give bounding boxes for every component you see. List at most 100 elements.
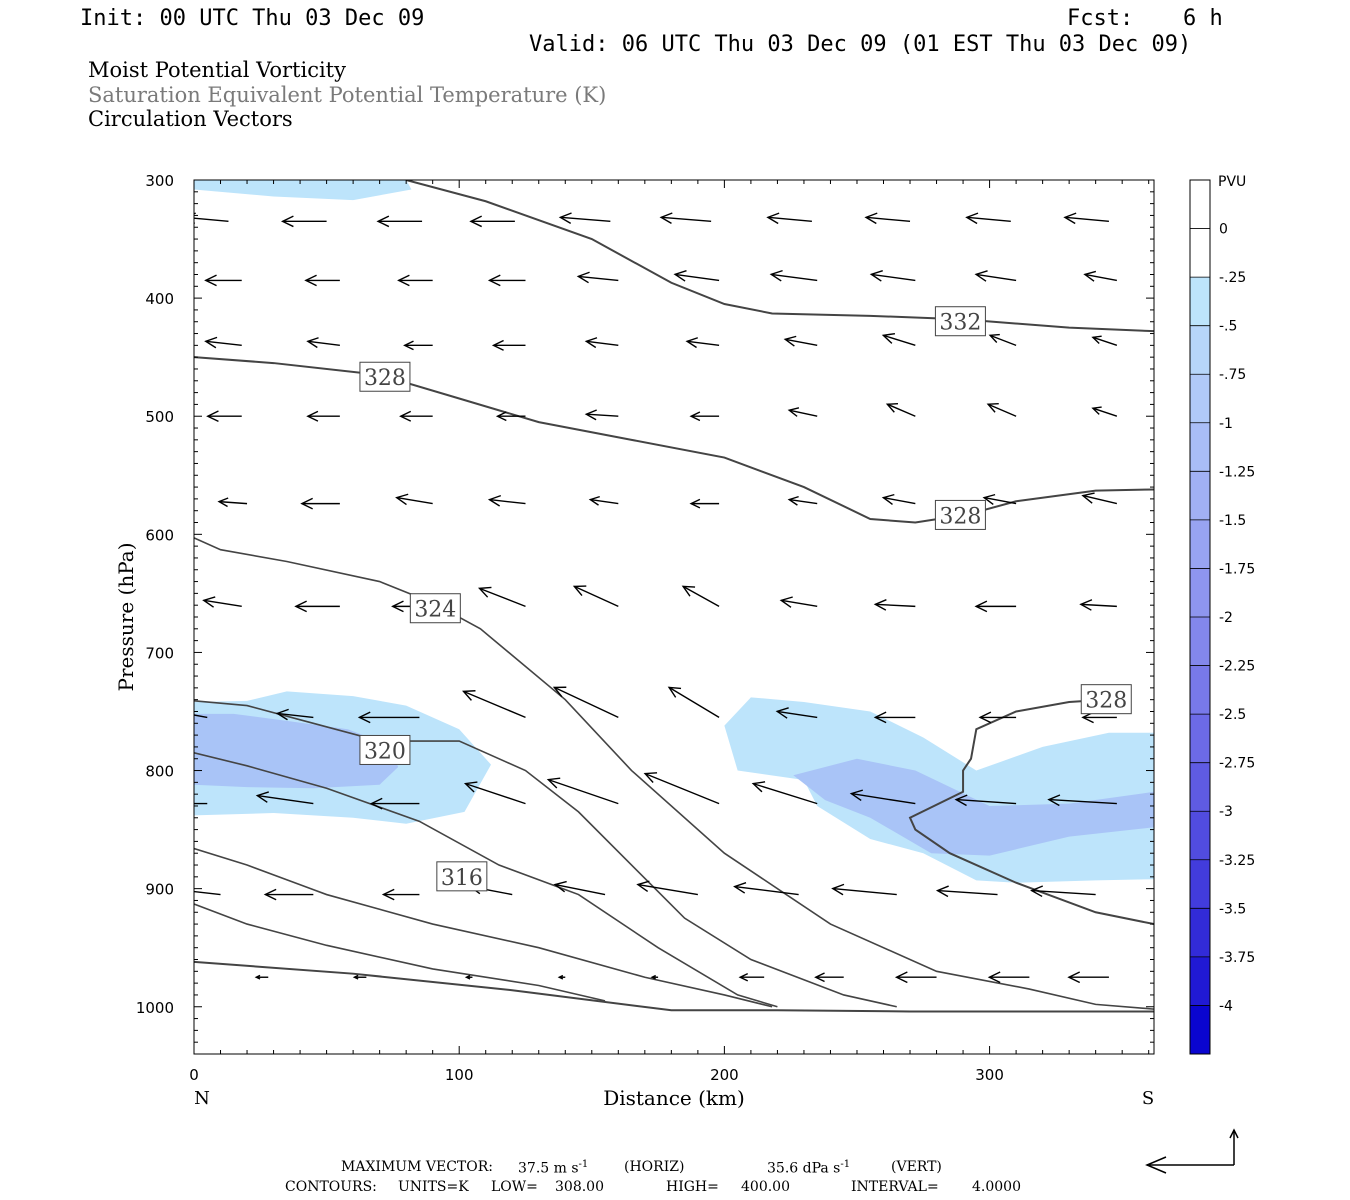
x-tick-label: 0 — [189, 1066, 199, 1084]
footer-low-value: 308.00 — [555, 1179, 604, 1195]
circulation-vector — [206, 410, 242, 423]
circulation-vector — [462, 690, 526, 719]
theta-es-contour-3 — [194, 700, 897, 1008]
circulation-vector — [584, 409, 619, 421]
circulation-vector — [894, 971, 937, 984]
theta-es-contour-1 — [194, 356, 1154, 524]
colorbar-bin — [1190, 811, 1210, 860]
circulation-vector — [495, 411, 526, 422]
circulation-vector — [254, 974, 269, 980]
circulation-vector — [885, 403, 916, 417]
circulation-vector — [935, 885, 998, 898]
footer-contours-label: CONTOURS: — [285, 1179, 377, 1195]
colorbar-bin — [1190, 228, 1210, 278]
circulation-vector — [553, 880, 606, 896]
circulation-vector — [403, 340, 433, 351]
circulation-vector — [1047, 794, 1117, 807]
x-tick-label: 200 — [710, 1066, 739, 1084]
circulation-vector — [954, 794, 1017, 807]
y-tick-label: 600 — [145, 526, 174, 544]
circulation-vector — [576, 271, 619, 284]
theta-es-contour-8 — [908, 698, 1154, 926]
contour-label-text: 332 — [939, 311, 981, 336]
circulation-vector — [306, 337, 340, 349]
circulation-vector — [399, 410, 433, 422]
pv-shade-region-4 — [793, 758, 1154, 856]
circulation-vector — [275, 708, 314, 721]
circulation-vector — [1079, 599, 1117, 611]
circulation-vector — [766, 212, 812, 225]
contour-label-0: 332 — [934, 306, 986, 337]
circulation-vector — [965, 212, 1011, 225]
theta-es-contour-0 — [405, 180, 1154, 333]
circulation-vector — [988, 333, 1017, 347]
circulation-vector — [1030, 885, 1096, 898]
circulation-vector — [397, 274, 433, 287]
colorbar-label: -3 — [1219, 804, 1233, 820]
axes: 300 400 500 600 700 800 900 1000 0 100 200 300 — [136, 172, 1154, 1084]
colorbar-bin — [1190, 471, 1210, 520]
circulation-vector — [689, 411, 720, 422]
circulation-vector — [1081, 492, 1118, 505]
y-tick-label: 1000 — [136, 999, 174, 1017]
colorbar-bin — [1190, 714, 1210, 763]
footer-max-vector-vert: 35.6 dPa s-1 — [767, 1159, 851, 1177]
colorbar-bin — [1190, 325, 1210, 375]
init-time: Init: 00 UTC Thu 03 Dec 09 — [80, 6, 425, 31]
colorbar-label: -1.5 — [1219, 513, 1246, 529]
y-tick-label: 300 — [145, 172, 174, 190]
footer-high-label: HIGH= — [666, 1179, 719, 1195]
contour-label-6: 316 — [436, 861, 488, 892]
circulation-vector — [376, 215, 423, 228]
footer-low-label: LOW= — [491, 1179, 538, 1195]
circulation-vector — [1083, 270, 1118, 282]
circulation-vector — [643, 772, 720, 805]
circulation-vector — [352, 974, 367, 980]
circulation-vectors — [194, 212, 1118, 984]
title-theta-es: Saturation Equivalent Potential Temperat… — [88, 83, 607, 107]
circulation-vector — [477, 586, 526, 608]
colorbar-label: -4 — [1219, 998, 1233, 1014]
circulation-vector — [650, 974, 659, 980]
colorbar-bin — [1190, 956, 1210, 1006]
circulation-vector — [974, 600, 1017, 613]
contour-label-5: 320 — [359, 734, 411, 765]
colorbar-bin — [1190, 617, 1210, 666]
colorbar-bin — [1190, 762, 1210, 812]
contour-label-4: 324 — [409, 593, 461, 624]
forecast-label: Fcst: — [1067, 6, 1134, 31]
circulation-vector — [558, 212, 611, 225]
circulation-vector — [1063, 212, 1109, 225]
colorbar-label: 0 — [1219, 222, 1228, 238]
circulation-vector — [487, 494, 526, 507]
circulation-vector — [775, 707, 818, 719]
valid-time: Valid: 06 UTC Thu 03 Dec 09 (01 EST Thu … — [529, 32, 1192, 57]
circulation-vector — [873, 599, 916, 611]
circulation-vector — [849, 789, 916, 805]
colorbar-label: -3.5 — [1219, 901, 1246, 917]
theta-es-contour-4 — [194, 752, 778, 1008]
contour-label-text: 328 — [364, 366, 406, 391]
circulation-vector — [974, 270, 1017, 282]
circulation-vector — [689, 498, 720, 509]
circulation-vector — [814, 972, 844, 983]
pv-shade-region-0 — [194, 180, 412, 201]
theta-es-contours — [194, 180, 1154, 1013]
footer-high-value: 400.00 — [741, 1179, 790, 1195]
circulation-vector — [1091, 406, 1118, 417]
contour-label-text: 316 — [441, 866, 483, 891]
contour-label-1: 328 — [359, 361, 411, 392]
theta-es-contour-6 — [194, 903, 606, 1002]
circulation-vector — [685, 337, 720, 349]
circulation-vector — [659, 212, 712, 225]
colorbar-bin — [1190, 1005, 1210, 1054]
reference-vector-icon — [1145, 1128, 1239, 1174]
circulation-vector — [469, 215, 515, 228]
colorbar-bin — [1190, 422, 1210, 472]
colorbar-bin — [1190, 277, 1210, 326]
circulation-vector — [381, 888, 420, 901]
y-tick-label: 700 — [145, 644, 174, 662]
circulation-vector — [978, 711, 1017, 724]
circulation-vector — [681, 585, 720, 607]
footer-max-vector-label: MAXIMUM VECTOR: — [341, 1159, 493, 1175]
